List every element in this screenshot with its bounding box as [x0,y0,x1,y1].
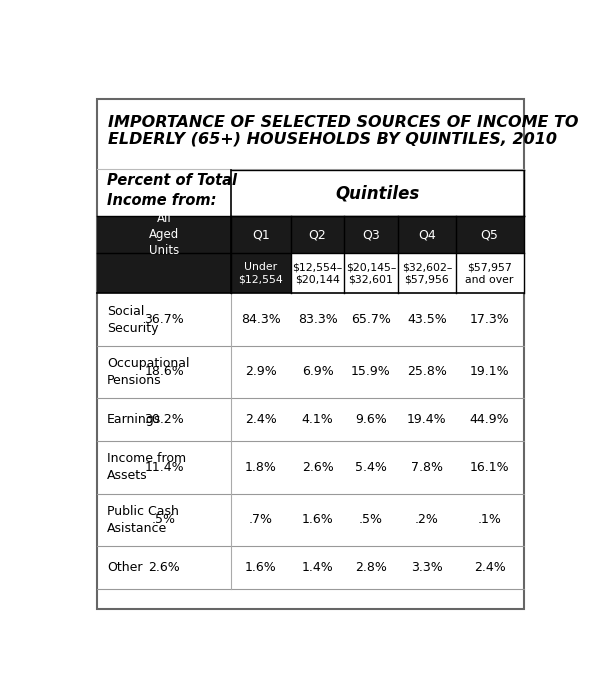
Text: Q2: Q2 [308,228,327,242]
Text: 7.8%: 7.8% [411,461,443,474]
Text: 19.4%: 19.4% [407,413,447,426]
Text: 36.7%: 36.7% [144,313,184,326]
Text: 11.4%: 11.4% [144,461,184,474]
Text: 2.6%: 2.6% [148,561,180,574]
Text: 19.1%: 19.1% [470,365,510,379]
Text: Other: Other [107,561,142,574]
Text: $57,957
and over: $57,957 and over [465,262,514,285]
Text: Social
Security: Social Security [107,304,158,335]
Text: 2.9%: 2.9% [245,365,277,379]
Text: 43.5%: 43.5% [407,313,447,326]
Text: .5%: .5% [152,513,176,526]
Text: 9.6%: 9.6% [355,413,387,426]
Text: 1.6%: 1.6% [245,561,277,574]
Text: 6.9%: 6.9% [302,365,333,379]
Text: ELDERLY (65+) HOUSEHOLDS BY QUINTILES, 2010: ELDERLY (65+) HOUSEHOLDS BY QUINTILES, 2… [108,132,558,147]
Text: Earnings: Earnings [107,413,161,426]
Text: .1%: .1% [478,513,502,526]
Bar [98,216,524,253]
Text: 18.6%: 18.6% [144,365,184,379]
Text: $32,602–
$57,956: $32,602– $57,956 [402,262,452,285]
Text: 15.9%: 15.9% [351,365,391,379]
Text: 16.1%: 16.1% [470,461,510,474]
Text: Occupational
Pensions: Occupational Pensions [107,357,189,387]
Text: 2.4%: 2.4% [474,561,505,574]
Text: Percent of Total
Income from:: Percent of Total Income from: [107,174,237,208]
Text: Q1: Q1 [252,228,270,242]
Text: 1.8%: 1.8% [245,461,277,474]
Text: IMPORTANCE OF SELECTED SOURCES OF INCOME TO: IMPORTANCE OF SELECTED SOURCES OF INCOME… [108,115,579,130]
Text: $12,554–
$20,144: $12,554– $20,144 [293,262,342,285]
Text: 84.3%: 84.3% [241,313,281,326]
Text: .5%: .5% [359,513,383,526]
Text: 5.4%: 5.4% [355,461,387,474]
Text: 17.3%: 17.3% [470,313,510,326]
Text: Under
$12,554: Under $12,554 [239,262,284,285]
Text: 4.1%: 4.1% [302,413,333,426]
Text: Q4: Q4 [418,228,436,242]
Text: .2%: .2% [415,513,439,526]
Bar [98,253,291,293]
Text: $20,145–
$32,601: $20,145– $32,601 [346,262,396,285]
Text: .7%: .7% [249,513,273,526]
Text: 3.3%: 3.3% [411,561,443,574]
Text: 1.6%: 1.6% [302,513,333,526]
Text: Income from
Assets: Income from Assets [107,452,186,482]
Text: 1.4%: 1.4% [302,561,333,574]
Text: 2.6%: 2.6% [302,461,333,474]
Bar [291,253,524,293]
Text: Public Cash
Asistance: Public Cash Asistance [107,505,179,535]
Text: Q5: Q5 [481,228,499,242]
Text: 2.8%: 2.8% [355,561,387,574]
Text: 25.8%: 25.8% [407,365,447,379]
Text: Quintiles: Quintiles [335,184,419,202]
Text: 2.4%: 2.4% [245,413,277,426]
Text: 83.3%: 83.3% [298,313,338,326]
Text: All
Aged
Units: All Aged Units [149,212,179,258]
Text: 30.2%: 30.2% [144,413,184,426]
Text: 65.7%: 65.7% [351,313,391,326]
Text: 44.9%: 44.9% [470,413,510,426]
Text: Q3: Q3 [362,228,380,242]
